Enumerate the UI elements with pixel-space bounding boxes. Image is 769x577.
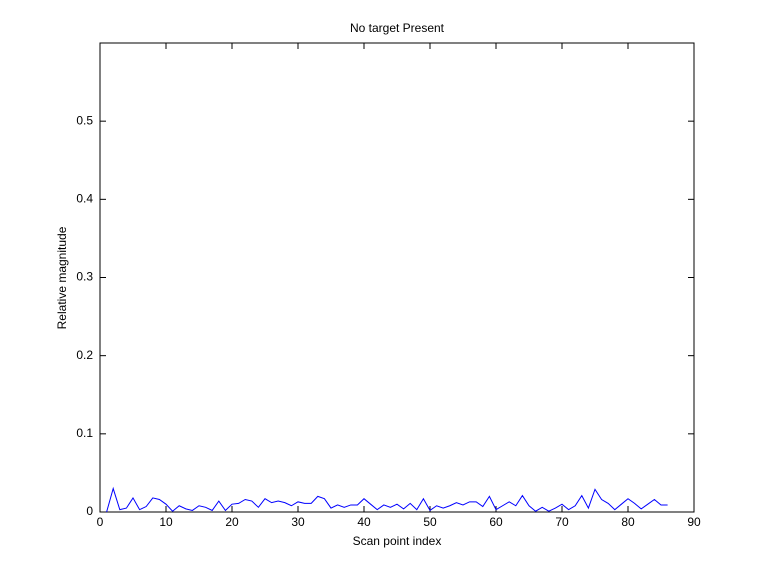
x-tick-label: 50 xyxy=(423,515,437,529)
x-tick-label: 10 xyxy=(159,515,173,529)
x-tick-label: 40 xyxy=(357,515,371,529)
y-tick-label: 0 xyxy=(86,504,93,518)
x-tick-label: 90 xyxy=(687,515,701,529)
chart-title: No target Present xyxy=(350,21,445,35)
x-axis-label: Scan point index xyxy=(353,534,442,548)
data-line xyxy=(106,486,668,513)
y-tick-label: 0.2 xyxy=(76,348,93,362)
y-tick-label: 0.4 xyxy=(76,192,93,206)
x-tick-label: 80 xyxy=(621,515,635,529)
y-tick-label: 0.1 xyxy=(76,426,93,440)
y-tick-label: 0.5 xyxy=(76,113,93,127)
x-tick-label: 30 xyxy=(291,515,305,529)
x-tick-label: 60 xyxy=(489,515,503,529)
y-axis-label: Relative magnitude xyxy=(55,226,69,329)
x-tick-label: 20 xyxy=(225,515,239,529)
x-tick-label: 0 xyxy=(97,515,104,529)
x-tick-label: 70 xyxy=(555,515,569,529)
y-tick-label: 0.3 xyxy=(76,270,93,284)
axes-box xyxy=(99,42,695,513)
